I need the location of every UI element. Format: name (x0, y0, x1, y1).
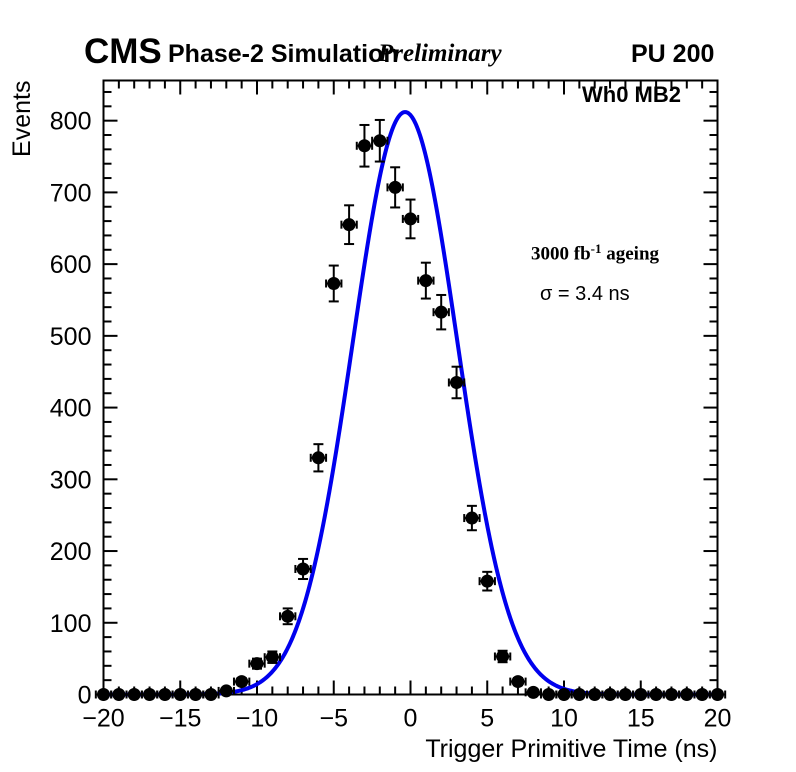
data-point (678, 688, 696, 701)
x-axis-tick-label: −15 (159, 705, 201, 733)
data-point (325, 264, 343, 303)
data-point (463, 504, 481, 532)
data-point (601, 688, 619, 701)
data-point (616, 688, 635, 701)
data-point (217, 684, 235, 698)
y-axis-tick-label: 600 (50, 251, 92, 279)
ageing-exponent: -1 (590, 241, 602, 256)
data-point (125, 688, 143, 701)
preliminary-label: Preliminary (378, 40, 502, 67)
y-axis-tick-label: 700 (50, 179, 92, 207)
detector-label: Wh0 MB2 (582, 82, 681, 107)
data-point (171, 688, 189, 701)
data-point (693, 688, 711, 701)
y-axis-title: Events (8, 81, 36, 157)
data-point (417, 261, 435, 300)
data-point (708, 688, 727, 701)
x-axis-title: Trigger Primitive Time (ns) (425, 735, 717, 763)
ageing-suffix: ageing (601, 243, 660, 265)
data-point (447, 365, 466, 400)
data-point (263, 650, 282, 664)
data-point (493, 649, 512, 664)
x-axis-tick-label: 10 (550, 705, 578, 733)
x-axis-tick-label: −10 (236, 705, 278, 733)
data-point (539, 688, 558, 701)
y-axis-tick-label: 0 (78, 682, 92, 710)
y-axis-tick-label: 200 (50, 538, 92, 566)
data-point (248, 657, 266, 671)
data-point (432, 293, 450, 331)
annotation-ageing: 3000 fb-1 ageing (531, 241, 659, 265)
data-point (340, 204, 358, 246)
x-axis-tick-label: 0 (404, 705, 418, 733)
pileup-label: PU 200 (631, 40, 715, 68)
data-point (386, 166, 404, 209)
x-axis-tick-label: 15 (627, 705, 655, 733)
x-axis-tick-label: −20 (82, 705, 124, 733)
data-point (202, 688, 220, 701)
x-axis-tick-label: 5 (480, 705, 494, 733)
data-point (586, 688, 604, 701)
annotation-resolution: σ = 3.4 ns (540, 283, 630, 305)
data-point (186, 688, 205, 701)
y-axis-tick-label: 100 (50, 610, 92, 638)
y-axis-tick-label: 300 (50, 466, 92, 494)
plot-frame (102, 79, 719, 696)
data-point (294, 557, 312, 581)
data-point (232, 675, 251, 689)
data-point (94, 688, 113, 701)
data-point (140, 688, 159, 701)
data-point (156, 688, 174, 701)
data-point (647, 688, 665, 701)
data-point (309, 443, 328, 473)
data-point (509, 675, 527, 689)
y-axis-tick-label: 500 (50, 323, 92, 351)
data-point (279, 607, 297, 626)
data-point (524, 685, 542, 699)
x-axis-tick-label: 20 (704, 705, 732, 733)
data-point (632, 688, 650, 701)
data-point (355, 123, 374, 168)
header-row: CMS Phase-2 Simulation Preliminary PU 20… (0, 32, 796, 72)
data-point (110, 688, 128, 701)
y-axis-tick-label: 800 (50, 108, 92, 136)
data-point (662, 688, 681, 701)
data-point (371, 118, 389, 163)
cms-logo-text: CMS (84, 32, 162, 71)
data-point (401, 198, 420, 240)
dataset-label: Phase-2 Simulation (168, 40, 399, 68)
ageing-value: 3000 fb (531, 243, 591, 265)
x-axis-tick-label: −5 (319, 705, 348, 733)
data-point (478, 570, 496, 592)
y-axis-tick-label: 400 (50, 395, 92, 423)
